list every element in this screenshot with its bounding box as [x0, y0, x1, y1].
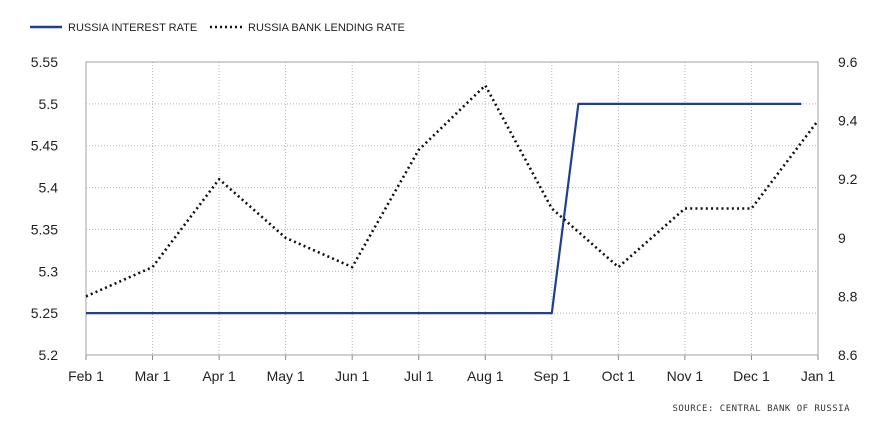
x-tick-label: Oct 1 — [602, 368, 636, 384]
y-left-tick-label: 5.35 — [31, 221, 58, 237]
legend-label-interest-rate: RUSSIA INTEREST RATE — [68, 22, 197, 34]
y-left-tick-label: 5.3 — [39, 263, 59, 279]
y-left-tick-label: 5.2 — [39, 347, 59, 363]
x-tick-label: Nov 1 — [667, 368, 704, 384]
plot-border — [85, 61, 819, 356]
y-right-tick-label: 9 — [838, 230, 846, 246]
y-right-tick-label: 8.8 — [838, 288, 858, 304]
x-tick-label: Dec 1 — [733, 368, 770, 384]
y-left-tick-label: 5.45 — [31, 138, 58, 154]
series-line-lending-rate — [85, 84, 820, 298]
y-right-tick-label: 9.6 — [838, 54, 858, 70]
x-tick-label: Jul 1 — [404, 368, 434, 384]
legend-label-lending-rate: RUSSIA BANK LENDING RATE — [248, 22, 405, 34]
x-tick-label: Sep 1 — [534, 368, 571, 384]
x-tick-label: Jun 1 — [335, 368, 369, 384]
y-left-tick-label: 5.4 — [39, 180, 59, 196]
x-tick-label: Aug 1 — [467, 368, 504, 384]
y-right-tick-label: 9.2 — [838, 171, 858, 187]
y-left-tick-label: 5.5 — [39, 96, 59, 112]
source-note: SOURCE: CENTRAL BANK OF RUSSIA — [672, 404, 850, 414]
x-tick-label: Jan 1 — [801, 368, 835, 384]
y-right-tick-label: 9.4 — [838, 113, 858, 129]
x-tick-label: Mar 1 — [135, 368, 171, 384]
y-left-tick-label: 5.55 — [31, 54, 58, 70]
series-line-interest-rate — [86, 102, 802, 315]
y-right-tick-label: 8.6 — [838, 347, 858, 363]
y-left-tick-label: 5.25 — [31, 305, 58, 321]
x-tick-label: Apr 1 — [202, 368, 236, 384]
x-tick-label: May 1 — [267, 368, 305, 384]
legend: RUSSIA INTEREST RATE RUSSIA BANK LENDING… — [30, 22, 405, 34]
plot-area: 5.2 5.25 5.3 5.35 5.4 5.45 5.5 5.55 Feb 1 Mar 1 Ap… — [31, 54, 858, 384]
x-tick-label: Feb 1 — [68, 368, 104, 384]
